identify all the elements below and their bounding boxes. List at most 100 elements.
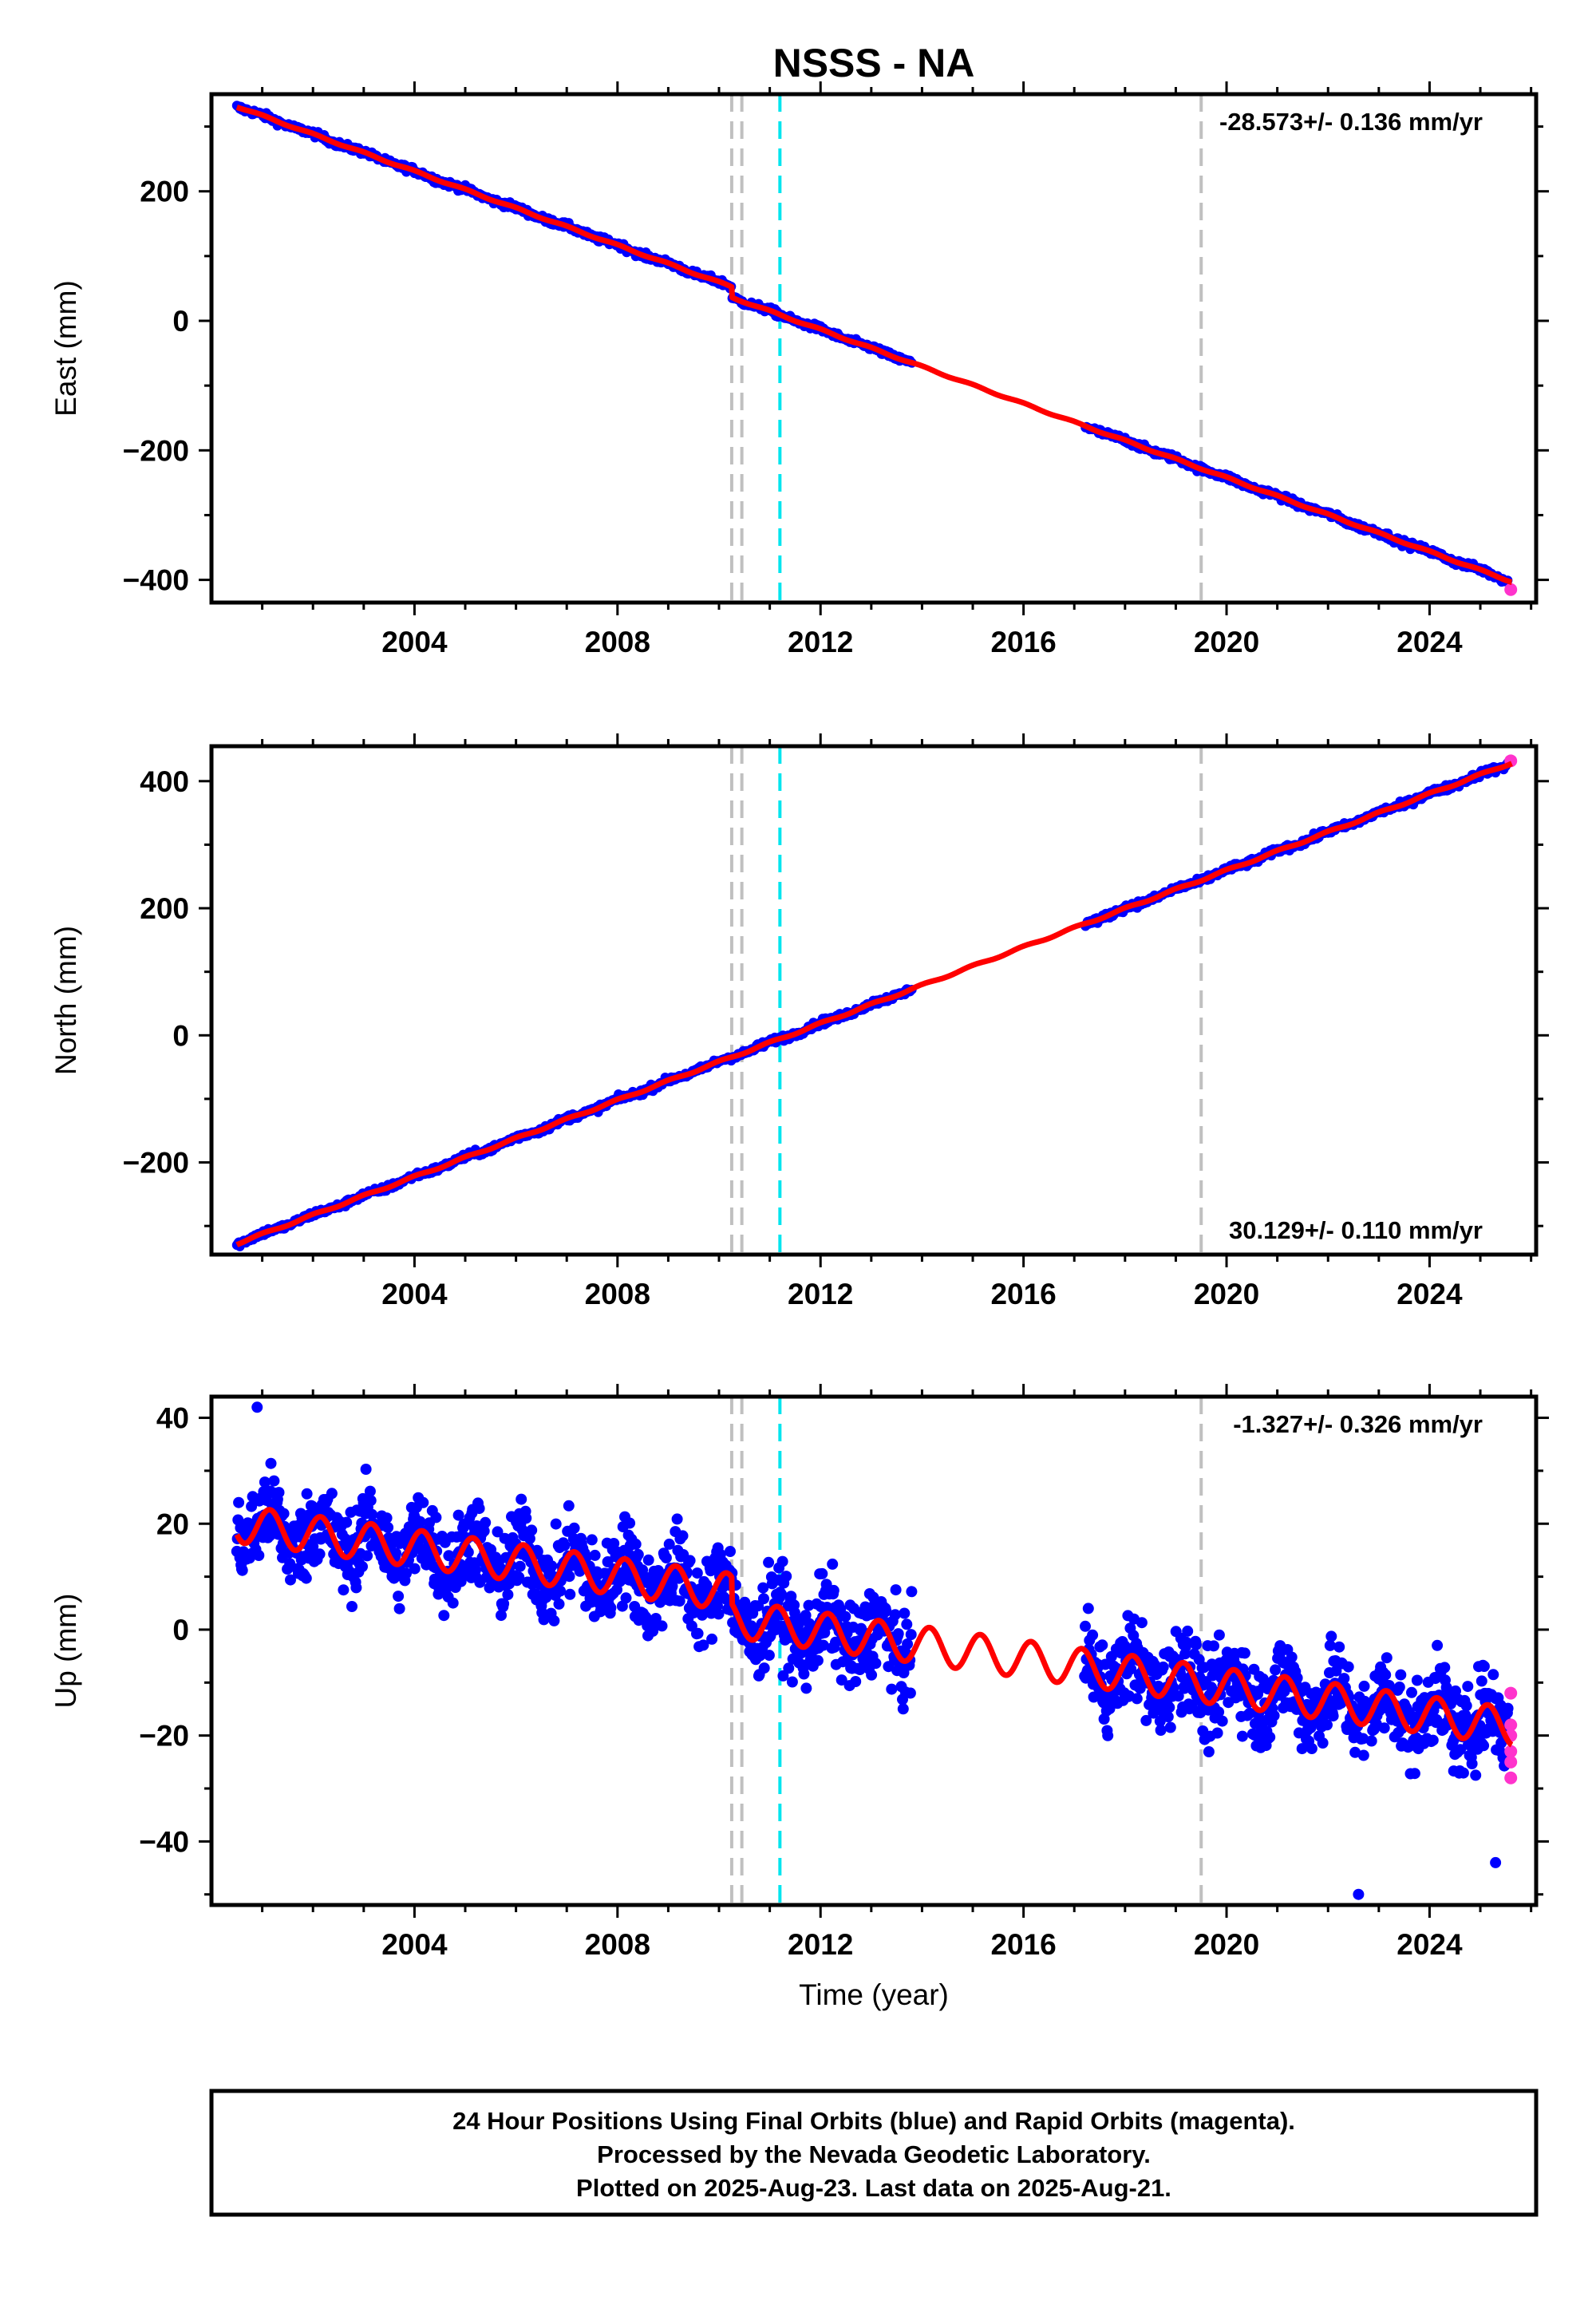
final-orbit-point (564, 1588, 576, 1600)
x-tick-label: 2016 (990, 1928, 1056, 1961)
final-orbit-point (350, 1582, 362, 1594)
final-orbit-point (870, 1658, 882, 1670)
final-orbit-point (620, 1592, 632, 1604)
final-orbit-point (1358, 1680, 1370, 1692)
y-tick-label: 0 (172, 1019, 189, 1052)
final-orbit-point (480, 1516, 492, 1528)
final-orbit-point (409, 1563, 421, 1575)
final-orbit-point (520, 1512, 532, 1524)
final-orbit-point (447, 1597, 459, 1609)
y-tick-label: 40 (156, 1402, 189, 1435)
rapid-orbit-point (1504, 583, 1518, 596)
y-tick-label: −200 (123, 1147, 189, 1180)
final-orbit-point (1306, 1743, 1317, 1754)
final-orbit-point (300, 1572, 312, 1584)
x-tick-label: 2024 (1396, 626, 1463, 658)
final-orbit-point (546, 1560, 558, 1572)
final-orbit-point (1080, 1620, 1091, 1632)
final-orbit-point (1268, 1709, 1280, 1721)
final-orbit-point (1211, 1727, 1223, 1739)
final-orbit-point (1238, 1647, 1250, 1659)
x-tick-label: 2024 (1396, 1928, 1463, 1961)
chart-title: NSSS - NA (773, 41, 975, 85)
final-orbit-point (393, 1603, 405, 1614)
x-tick-label: 2016 (990, 1278, 1056, 1310)
final-orbit-point (1213, 1629, 1225, 1641)
x-tick-label: 2004 (381, 1278, 448, 1310)
final-orbit-point (1478, 1740, 1490, 1752)
final-orbit-point (1411, 1674, 1423, 1686)
final-orbit-point (1487, 1669, 1499, 1681)
final-orbit-point (1190, 1638, 1202, 1650)
final-orbit-point (763, 1650, 775, 1662)
final-orbit-point (357, 1561, 368, 1572)
final-orbit-point (563, 1500, 575, 1512)
final-orbit-point (265, 1457, 277, 1469)
x-tick-label: 2020 (1194, 1278, 1259, 1310)
final-orbit-point (268, 1475, 280, 1487)
rate-label: -28.573+/- 0.136 mm/yr (1219, 108, 1483, 136)
final-orbit-outlier (1490, 1856, 1502, 1868)
final-orbit-point (906, 1586, 918, 1598)
final-orbit-point (438, 1610, 450, 1622)
final-orbit-point (233, 1496, 245, 1508)
final-orbit-point (1157, 1661, 1169, 1673)
final-orbit-point (1208, 1640, 1219, 1652)
x-tick-label: 2020 (1194, 626, 1259, 658)
final-orbit-point (1096, 1639, 1108, 1651)
final-orbit-point (430, 1512, 442, 1524)
final-orbit-point (850, 1676, 862, 1687)
final-orbit-point (1365, 1735, 1377, 1747)
rate-label: -1.327+/- 0.326 mm/yr (1233, 1410, 1483, 1438)
final-orbit-point (1342, 1661, 1354, 1673)
final-orbit-point (1378, 1722, 1390, 1734)
y-tick-label: −20 (139, 1720, 189, 1753)
final-orbit-point (338, 1584, 350, 1596)
y-tick-label: 200 (140, 176, 189, 208)
final-orbit-point (886, 1683, 898, 1695)
x-tick-label: 2008 (585, 626, 650, 658)
final-orbit-point (1264, 1731, 1276, 1743)
final-orbit-point (1082, 1603, 1094, 1614)
x-tick-label: 2008 (585, 1928, 650, 1961)
final-orbit-point (706, 1633, 718, 1645)
final-orbit-point (1163, 1701, 1175, 1713)
final-orbit-point (563, 1571, 575, 1583)
x-tick-label: 2024 (1396, 1278, 1463, 1310)
final-orbit-point (800, 1682, 812, 1694)
final-orbit-point (899, 1607, 911, 1619)
final-orbit-point (1393, 1682, 1405, 1693)
plot-area (231, 1397, 1518, 1905)
final-orbit-point (1381, 1652, 1393, 1664)
y-tick-label: −400 (123, 564, 189, 597)
rapid-orbit-point (1504, 1686, 1518, 1700)
final-orbit-point (1155, 1725, 1167, 1736)
final-orbit-point (326, 1488, 338, 1500)
y-tick-label: 0 (172, 1614, 189, 1646)
final-orbit-point (1427, 1734, 1439, 1746)
final-orbit-point (816, 1567, 828, 1579)
footer-line-1: 24 Hour Positions Using Final Orbits (bl… (452, 2107, 1295, 2135)
final-orbit-outlier (1353, 1888, 1365, 1900)
final-orbit-point (1432, 1639, 1444, 1651)
final-orbit-point (236, 1564, 248, 1576)
final-orbit-point (1357, 1749, 1369, 1761)
final-orbit-point (553, 1598, 565, 1610)
final-orbit-point (586, 1534, 598, 1546)
model-fit-line (234, 761, 1515, 1247)
final-orbit-point (630, 1538, 642, 1550)
x-tick-label: 2012 (788, 1928, 853, 1961)
final-orbit-point (473, 1503, 485, 1515)
final-orbit-point (1478, 1661, 1490, 1672)
final-orbit-point (671, 1513, 683, 1525)
x-tick-label: 2012 (788, 1278, 853, 1310)
final-orbit-point (758, 1662, 770, 1674)
x-tick-label: 2004 (381, 626, 448, 658)
final-orbit-outlier (251, 1401, 263, 1413)
final-orbit-point (502, 1589, 514, 1601)
final-orbit-point (1102, 1729, 1114, 1741)
final-orbit-point (827, 1558, 839, 1570)
final-orbit-point (1408, 1768, 1420, 1780)
footer-line-3: Plotted on 2025-Aug-23. Last data on 202… (576, 2174, 1171, 2202)
final-orbit-point (1164, 1721, 1176, 1733)
